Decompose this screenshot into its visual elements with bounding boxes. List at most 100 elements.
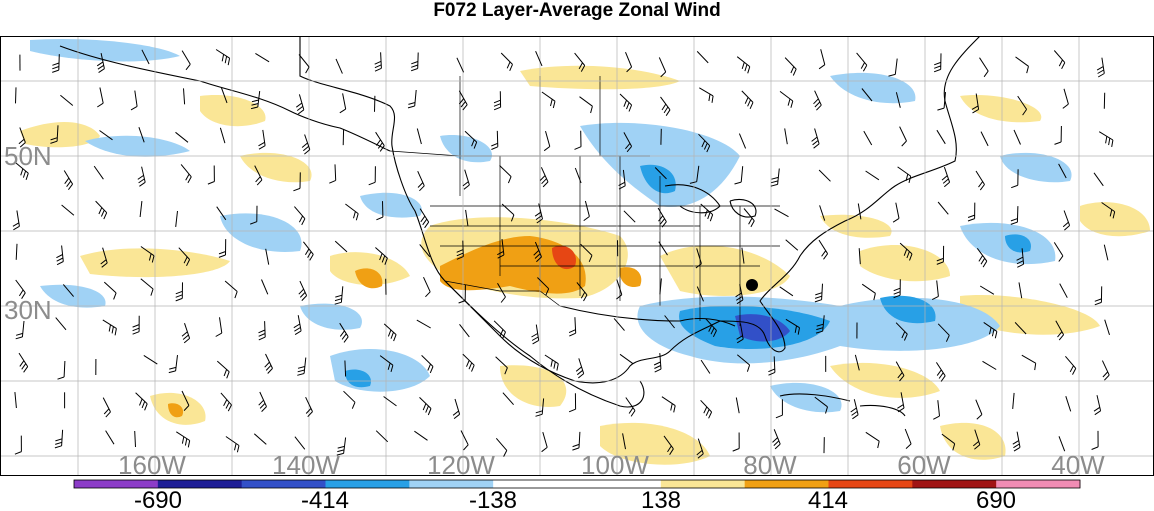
colorbar-label: 690 [976,487,1016,511]
wind-barb [97,87,104,108]
wind-barb [407,89,417,109]
colorbar: -690 -414 -138 138 414 690 [73,479,1081,511]
wind-barb [657,207,667,228]
wind-barb [14,435,22,455]
colorbar-cell [409,480,494,488]
wind-barb [856,52,868,72]
wind-barb [572,431,581,451]
wind-barb [895,322,908,341]
wind-barb [1013,129,1021,145]
wind-barb [811,128,820,149]
wind-barb [980,131,989,147]
wind-barb [175,282,183,302]
colorbar-cell [325,480,410,488]
positive-shade [552,245,576,270]
wind-barb [335,58,343,74]
wind-barb [224,280,238,299]
wind-barb [207,165,215,185]
wind-barb [699,87,714,103]
wind-barb [497,238,505,259]
wind-barb [619,93,633,112]
wind-barb [130,90,138,111]
wind-barb [258,129,266,150]
wind-barb [979,285,995,295]
wind-barb [459,323,470,338]
colorbar-labels: -690 -414 -138 138 414 690 [134,487,1016,511]
wind-barb [258,391,267,412]
wind-barb [336,437,347,456]
wind-barb [625,397,636,417]
positive-shade [500,365,567,407]
wind-barb [343,390,356,409]
positive-shade [200,95,266,127]
colorbar-cell [241,480,326,488]
wind-barb [774,208,789,218]
wind-barb [344,360,347,377]
lon-label: 160W [118,450,186,476]
wind-barb [52,54,60,73]
wind-barb [375,247,388,265]
wind-barb [865,170,880,181]
wind-barb [971,93,980,114]
wind-barb [661,396,676,413]
wind-barb [1062,88,1069,109]
wind-barb [768,356,776,376]
wind-barb [858,248,861,265]
wind-barb [345,203,359,221]
lon-label: 140W [272,450,340,476]
wind-barb [140,246,155,263]
wind-barb [168,355,178,374]
wind-barb [1065,396,1072,412]
wind-barb [815,315,825,334]
wind-barb [700,359,711,374]
wind-barb [784,128,788,145]
lon-label: 40W [1051,450,1105,476]
us-mexico-border [444,280,561,307]
wind-barb [785,239,799,251]
wind-barb [937,92,946,111]
wind-barb [216,360,230,379]
wind-barb [818,169,831,182]
wind-barb [575,358,585,379]
wind-barb [137,166,146,187]
wind-barb [294,206,306,226]
wind-barb [250,91,261,110]
negative-shade [440,135,492,163]
colorbar-cell [744,480,829,488]
wind-barb [736,354,751,372]
wind-barb [535,398,545,417]
wind-barb [937,201,949,215]
lat-label: 30N [4,295,52,325]
colorbar-cell [74,480,159,488]
wind-barb [623,210,636,223]
wind-barb [339,93,347,114]
caribbean-islands [779,393,906,417]
wind-barb [220,392,232,412]
wind-barb [493,91,502,111]
wind-barb [419,397,432,416]
colorbar-cell [493,480,578,488]
wind-barb [931,280,939,301]
wind-barb [772,429,781,450]
positive-shade [440,236,586,294]
colorbar-cell [828,480,913,488]
wind-barb [618,169,626,190]
wind-barb [664,315,675,329]
wind-barb [219,127,226,144]
wind-barb [456,57,465,73]
wind-barb [178,247,191,267]
wind-barb [654,167,667,180]
wind-barb [12,210,20,231]
wind-barb [135,392,148,411]
wind-barb [15,162,29,180]
wind-barb [941,166,951,188]
wind-barb [888,58,898,77]
negative-shade [30,38,180,62]
wind-barb [294,436,306,450]
wind-barb [534,203,543,224]
wind-barb [1062,210,1071,231]
wind-barb [57,360,66,380]
negative-shade [580,122,740,207]
wind-barb [452,398,461,419]
wind-barb [139,201,143,218]
